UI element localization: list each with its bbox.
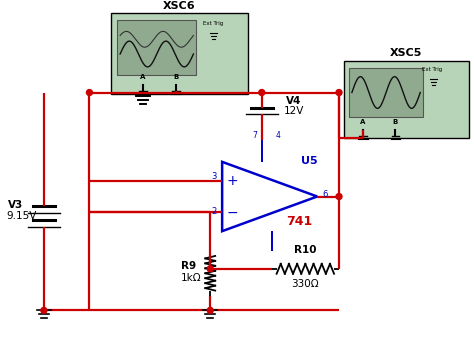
FancyBboxPatch shape xyxy=(344,61,469,138)
Text: B: B xyxy=(173,74,178,80)
Text: XSC5: XSC5 xyxy=(390,48,422,58)
Text: −: − xyxy=(226,205,238,219)
Text: 9.15V: 9.15V xyxy=(6,211,36,221)
Text: V4: V4 xyxy=(285,96,301,106)
Text: 741: 741 xyxy=(286,215,312,228)
FancyBboxPatch shape xyxy=(111,13,248,94)
Text: +: + xyxy=(226,174,238,188)
Text: Ext Trig: Ext Trig xyxy=(422,67,442,72)
Circle shape xyxy=(336,89,342,95)
Text: 330Ω: 330Ω xyxy=(292,279,319,289)
Text: R9: R9 xyxy=(181,261,196,271)
Circle shape xyxy=(259,89,265,95)
Text: 2: 2 xyxy=(211,207,217,216)
Circle shape xyxy=(336,194,342,200)
Text: 7: 7 xyxy=(252,131,257,140)
Text: 1kΩ: 1kΩ xyxy=(181,273,201,283)
Circle shape xyxy=(41,307,47,313)
Text: 3: 3 xyxy=(211,172,217,181)
Text: U5: U5 xyxy=(301,156,318,166)
Text: XSC6: XSC6 xyxy=(163,1,196,11)
Text: B: B xyxy=(393,119,398,125)
FancyBboxPatch shape xyxy=(349,68,423,117)
Text: 6: 6 xyxy=(322,189,328,199)
Circle shape xyxy=(86,89,92,95)
Text: V3: V3 xyxy=(8,200,24,210)
Circle shape xyxy=(207,307,213,313)
Circle shape xyxy=(207,266,213,272)
Text: Ext Trig: Ext Trig xyxy=(203,21,223,26)
Text: 4: 4 xyxy=(275,131,280,140)
FancyBboxPatch shape xyxy=(117,20,196,75)
Text: R10: R10 xyxy=(294,245,317,255)
Text: 12V: 12V xyxy=(283,106,304,116)
Text: A: A xyxy=(360,119,365,125)
Text: A: A xyxy=(140,74,146,80)
